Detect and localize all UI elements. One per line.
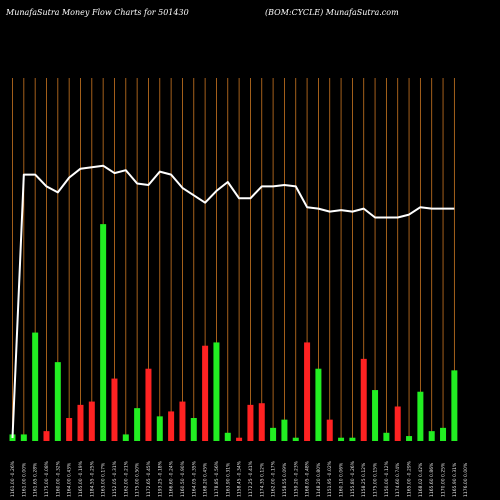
flow-bar	[451, 370, 458, 441]
price-line-series	[11, 164, 455, 439]
flow-bar	[270, 427, 277, 441]
flow-bar	[247, 404, 254, 441]
flow-bar	[156, 416, 163, 441]
x-tick-label: 1184.55 -0.25%	[89, 460, 95, 497]
flow-bar	[20, 434, 27, 441]
flow-bar	[122, 434, 129, 441]
x-tick-label: 1164.05 -0.35%	[191, 460, 197, 497]
x-tick-label: 1163.00 0.17%	[101, 462, 107, 497]
x-tick-label: 1155.80 -0.26%	[350, 460, 356, 497]
x-tick-label: 1172.65 -0.45%	[146, 460, 152, 497]
bar-series	[9, 224, 458, 441]
x-tick-label: 1159.20 -0.23%	[293, 460, 299, 497]
flow-bar	[224, 432, 231, 441]
flow-bar	[304, 342, 311, 441]
x-tick-label: 1165.90 0.31%	[452, 462, 458, 497]
x-tick-label: 1168.20 0.45%	[203, 462, 209, 497]
flow-bar	[236, 437, 243, 441]
x-tick-label: 1164.00 0.43%	[67, 462, 73, 497]
x-tick-label: 1161.00 -0.26%	[10, 460, 16, 497]
flow-bar	[213, 342, 220, 441]
flow-bar	[168, 411, 175, 441]
x-tick-label: 1163.90 0.31%	[225, 462, 231, 497]
x-tick-label: 1166.60 -0.24%	[169, 460, 175, 497]
x-tick-label: 1175.00 -0.08%	[44, 460, 50, 497]
x-tick-label: 1161.65 0.28%	[33, 462, 39, 497]
flow-bar	[54, 362, 61, 441]
chart-title-left: MunafaSutra Money Flow Charts for 501430	[5, 8, 189, 17]
x-tick-label: 1160.00 -0.32%	[55, 460, 61, 497]
x-tick-label: 1174.60 0.74%	[395, 462, 401, 497]
flow-bar	[417, 391, 424, 441]
x-tick-label: 1150.00 -0.12%	[384, 460, 390, 497]
flow-bar	[190, 418, 197, 441]
x-tick-label: 1178.85 -0.56%	[214, 460, 220, 497]
flow-bar	[134, 408, 141, 441]
x-tick-label: 1160.50 -0.90%	[180, 460, 186, 497]
flow-bar	[326, 419, 333, 441]
x-tick-label: 1158.55 0.09%	[282, 462, 288, 497]
flow-bar	[349, 437, 356, 441]
x-tick-label: 1165.60 0.86%	[429, 462, 435, 497]
x-tick-label: 1162.00 -0.17%	[271, 460, 277, 497]
flow-bar	[281, 419, 288, 441]
x-tick-label: 1175.00 0.50%	[135, 462, 141, 497]
x-tick-label: 1162.00 -0.21%	[123, 460, 129, 497]
x-tick-label: 1176.00 0.00%	[463, 462, 469, 497]
flow-bar	[428, 431, 435, 441]
flow-bar	[360, 358, 367, 441]
x-tick-label: 1170.00 0.25%	[441, 462, 447, 497]
flow-bar	[383, 432, 390, 441]
chart-title-right: (BOM:CYCLE) MunafaSutra.com	[265, 8, 399, 17]
x-axis-labels: 1161.00 -0.26% 1161.00 0.00% 1161.65 0.28%…	[10, 460, 469, 497]
grid-lines	[12, 78, 455, 441]
flow-bar	[77, 404, 84, 441]
x-tick-label: 1148.20 0.80%	[316, 462, 322, 497]
flow-bar	[111, 378, 118, 441]
flow-bar	[394, 406, 401, 441]
flow-bar	[145, 368, 152, 441]
flow-bar	[372, 390, 379, 441]
flow-bar	[338, 437, 345, 441]
x-tick-label: 1158.45 -0.34%	[237, 460, 243, 497]
flow-bar	[88, 401, 95, 441]
price-line	[11, 164, 455, 439]
x-tick-label: 1168.05 -0.48%	[305, 460, 311, 497]
x-tick-label: 1165.00 -0.19%	[78, 460, 84, 497]
flow-bar	[258, 403, 265, 441]
flow-bar	[66, 418, 73, 441]
x-tick-label: 1152.05 -0.31%	[112, 460, 118, 497]
flow-bar	[292, 437, 299, 441]
x-tick-label: 1175.00 0.15%	[373, 462, 379, 497]
flow-bar	[315, 368, 322, 441]
x-tick-label: 1160.10 0.06%	[339, 462, 345, 497]
x-tick-label: 1172.25 -0.41%	[248, 460, 254, 497]
flow-bar	[32, 332, 39, 441]
x-tick-label: 1151.95 -0.02%	[327, 460, 333, 497]
flow-bar	[100, 224, 107, 441]
flow-bar	[440, 427, 447, 441]
x-tick-label: 1168.02 0.42%	[418, 462, 424, 497]
x-tick-label: 1161.00 0.00%	[21, 462, 27, 497]
flow-bar	[202, 345, 209, 441]
flow-bar	[406, 436, 413, 441]
x-tick-label: 1158.25 0.12%	[361, 462, 367, 497]
flow-bar	[43, 431, 50, 441]
x-tick-label: 1165.00 -0.29%	[407, 460, 413, 497]
flow-bar	[179, 401, 186, 441]
x-tick-label: 1193.25 -0.18%	[157, 460, 163, 497]
x-tick-label: 1174.35 0.12%	[259, 462, 265, 497]
